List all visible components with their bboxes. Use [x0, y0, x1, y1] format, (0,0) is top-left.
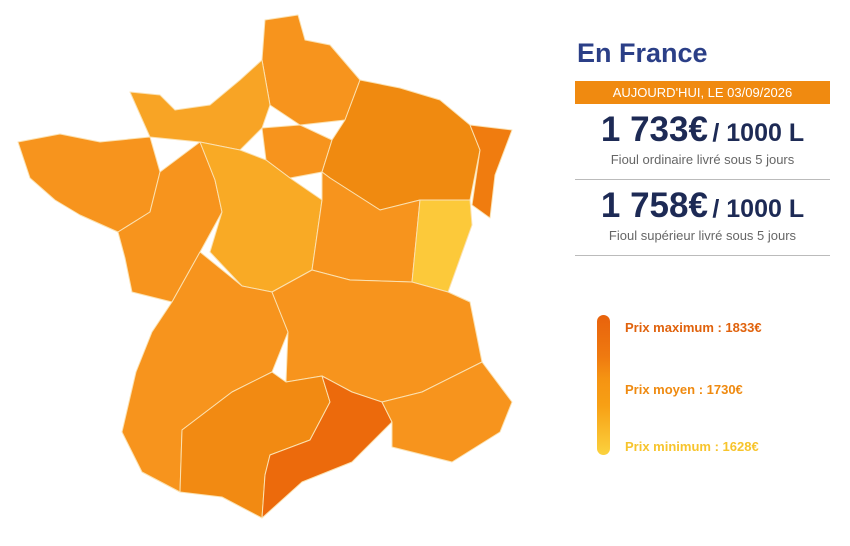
region — [129, 59, 271, 151]
region — [261, 375, 393, 519]
region — [261, 14, 361, 126]
separator — [575, 255, 830, 256]
price-unit: / 1000 L — [712, 195, 805, 223]
price-description: Fioul ordinaire livré sous 5 jours — [610, 152, 795, 167]
price-amount: 1 733€ — [600, 110, 708, 149]
separator — [575, 179, 830, 180]
legend-label: Prix minimum : 1628€ — [625, 439, 759, 454]
price-description: Fioul supérieur livré sous 5 jours — [608, 228, 797, 243]
legend-gradient — [597, 315, 610, 455]
france-map — [17, 14, 513, 519]
info-panel: En France AUJOURD'HUI, LE 03/09/2026 1 7… — [575, 38, 830, 262]
price: 1 758€ / 1000 L — [575, 186, 830, 226]
price: 1 733€ / 1000 L — [575, 110, 830, 150]
region — [381, 361, 513, 463]
title: En France — [577, 38, 708, 68]
region — [411, 199, 473, 293]
price-amount: 1 758€ — [600, 186, 708, 225]
region — [17, 133, 161, 233]
legend: Prix maximum : 1833€ Prix moyen : 1730€ … — [597, 315, 837, 455]
date-banner: AUJOURD'HUI, LE 03/09/2026 — [575, 81, 830, 104]
legend-label: Prix maximum : 1833€ — [625, 320, 762, 335]
legend-label: Prix moyen : 1730€ — [625, 382, 743, 397]
region — [469, 124, 513, 219]
price-unit: / 1000 L — [712, 119, 805, 147]
